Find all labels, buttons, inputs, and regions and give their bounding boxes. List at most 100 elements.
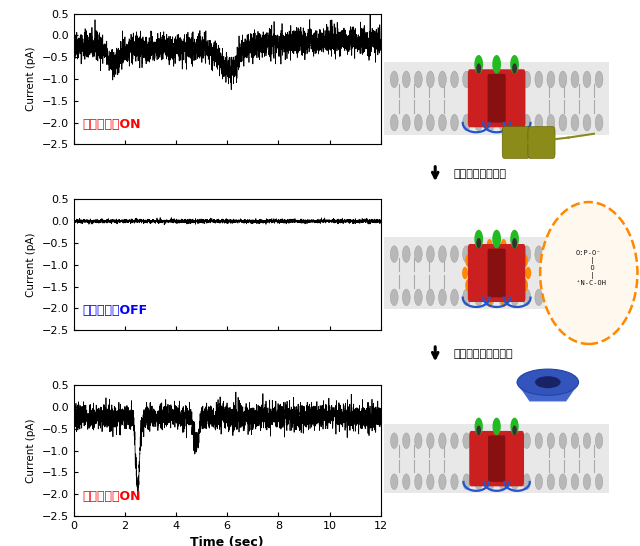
Circle shape xyxy=(510,230,519,248)
Circle shape xyxy=(499,289,506,306)
Ellipse shape xyxy=(540,202,637,344)
FancyBboxPatch shape xyxy=(468,244,525,302)
Circle shape xyxy=(463,114,470,131)
Circle shape xyxy=(559,246,567,263)
Y-axis label: Current (pA): Current (pA) xyxy=(26,47,36,111)
Circle shape xyxy=(510,55,519,74)
Circle shape xyxy=(403,114,410,131)
Circle shape xyxy=(476,63,481,74)
Circle shape xyxy=(451,71,458,88)
Circle shape xyxy=(535,246,543,263)
Circle shape xyxy=(474,55,483,74)
Ellipse shape xyxy=(517,369,579,395)
Circle shape xyxy=(571,246,579,263)
Circle shape xyxy=(438,71,446,88)
Circle shape xyxy=(492,230,501,248)
Circle shape xyxy=(559,289,567,306)
FancyBboxPatch shape xyxy=(488,248,506,298)
Circle shape xyxy=(475,289,483,306)
Text: O:P-O⁻
  |
  O
  |
 ⁺N-C-OH: O:P-O⁻ | O | ⁺N-C-OH xyxy=(572,250,606,286)
Y-axis label: Current (pA): Current (pA) xyxy=(26,418,36,483)
Circle shape xyxy=(451,246,458,263)
Circle shape xyxy=(493,418,500,435)
Circle shape xyxy=(572,433,579,449)
Circle shape xyxy=(462,267,468,279)
Circle shape xyxy=(390,289,398,306)
FancyBboxPatch shape xyxy=(528,127,555,158)
Circle shape xyxy=(486,295,493,307)
Circle shape xyxy=(571,289,579,306)
Circle shape xyxy=(487,71,495,88)
Circle shape xyxy=(438,114,446,131)
Circle shape xyxy=(415,114,422,131)
Circle shape xyxy=(403,289,410,306)
Circle shape xyxy=(583,246,591,263)
Text: イオン輸送OFF: イオン輸送OFF xyxy=(83,304,148,317)
Circle shape xyxy=(511,474,518,490)
Circle shape xyxy=(583,289,591,306)
Circle shape xyxy=(499,114,506,131)
Circle shape xyxy=(403,474,410,490)
Circle shape xyxy=(415,246,422,263)
Circle shape xyxy=(487,114,495,131)
Ellipse shape xyxy=(535,376,561,388)
Circle shape xyxy=(390,474,398,490)
Circle shape xyxy=(487,474,494,490)
Circle shape xyxy=(595,114,603,131)
Circle shape xyxy=(547,433,554,449)
Circle shape xyxy=(476,238,481,248)
Circle shape xyxy=(511,114,518,131)
FancyBboxPatch shape xyxy=(384,424,609,493)
Circle shape xyxy=(572,474,579,490)
Text: イオン輸送ON: イオン輸送ON xyxy=(83,118,141,132)
Circle shape xyxy=(511,246,518,263)
Circle shape xyxy=(439,474,446,490)
Circle shape xyxy=(559,71,567,88)
Circle shape xyxy=(415,289,422,306)
Circle shape xyxy=(547,246,555,263)
Circle shape xyxy=(475,433,483,449)
Circle shape xyxy=(487,246,495,263)
Circle shape xyxy=(438,289,446,306)
Circle shape xyxy=(499,71,506,88)
Circle shape xyxy=(390,433,398,449)
Circle shape xyxy=(523,289,531,306)
Circle shape xyxy=(595,433,603,449)
Circle shape xyxy=(559,433,566,449)
FancyBboxPatch shape xyxy=(488,436,505,482)
FancyBboxPatch shape xyxy=(488,74,506,123)
Circle shape xyxy=(523,433,531,449)
Circle shape xyxy=(595,246,603,263)
Circle shape xyxy=(547,474,554,490)
Circle shape xyxy=(465,279,471,292)
Circle shape xyxy=(427,474,434,490)
Circle shape xyxy=(511,289,518,306)
Circle shape xyxy=(583,474,591,490)
Circle shape xyxy=(427,433,434,449)
FancyBboxPatch shape xyxy=(502,127,529,158)
Circle shape xyxy=(522,254,528,267)
Circle shape xyxy=(463,71,470,88)
Circle shape xyxy=(522,279,528,292)
Circle shape xyxy=(403,71,410,88)
Circle shape xyxy=(511,418,518,435)
Circle shape xyxy=(463,289,470,306)
Circle shape xyxy=(475,246,483,263)
Circle shape xyxy=(595,289,603,306)
Circle shape xyxy=(523,71,531,88)
Y-axis label: Current (pA): Current (pA) xyxy=(26,233,36,297)
FancyBboxPatch shape xyxy=(469,431,524,486)
Circle shape xyxy=(511,433,518,449)
Circle shape xyxy=(487,289,495,306)
FancyBboxPatch shape xyxy=(384,237,609,309)
Circle shape xyxy=(415,474,422,490)
Circle shape xyxy=(512,238,517,248)
Circle shape xyxy=(583,433,591,449)
Circle shape xyxy=(535,114,543,131)
Circle shape xyxy=(451,433,458,449)
Circle shape xyxy=(475,114,483,131)
Circle shape xyxy=(523,474,531,490)
Circle shape xyxy=(535,289,543,306)
Circle shape xyxy=(415,433,422,449)
Circle shape xyxy=(463,246,470,263)
